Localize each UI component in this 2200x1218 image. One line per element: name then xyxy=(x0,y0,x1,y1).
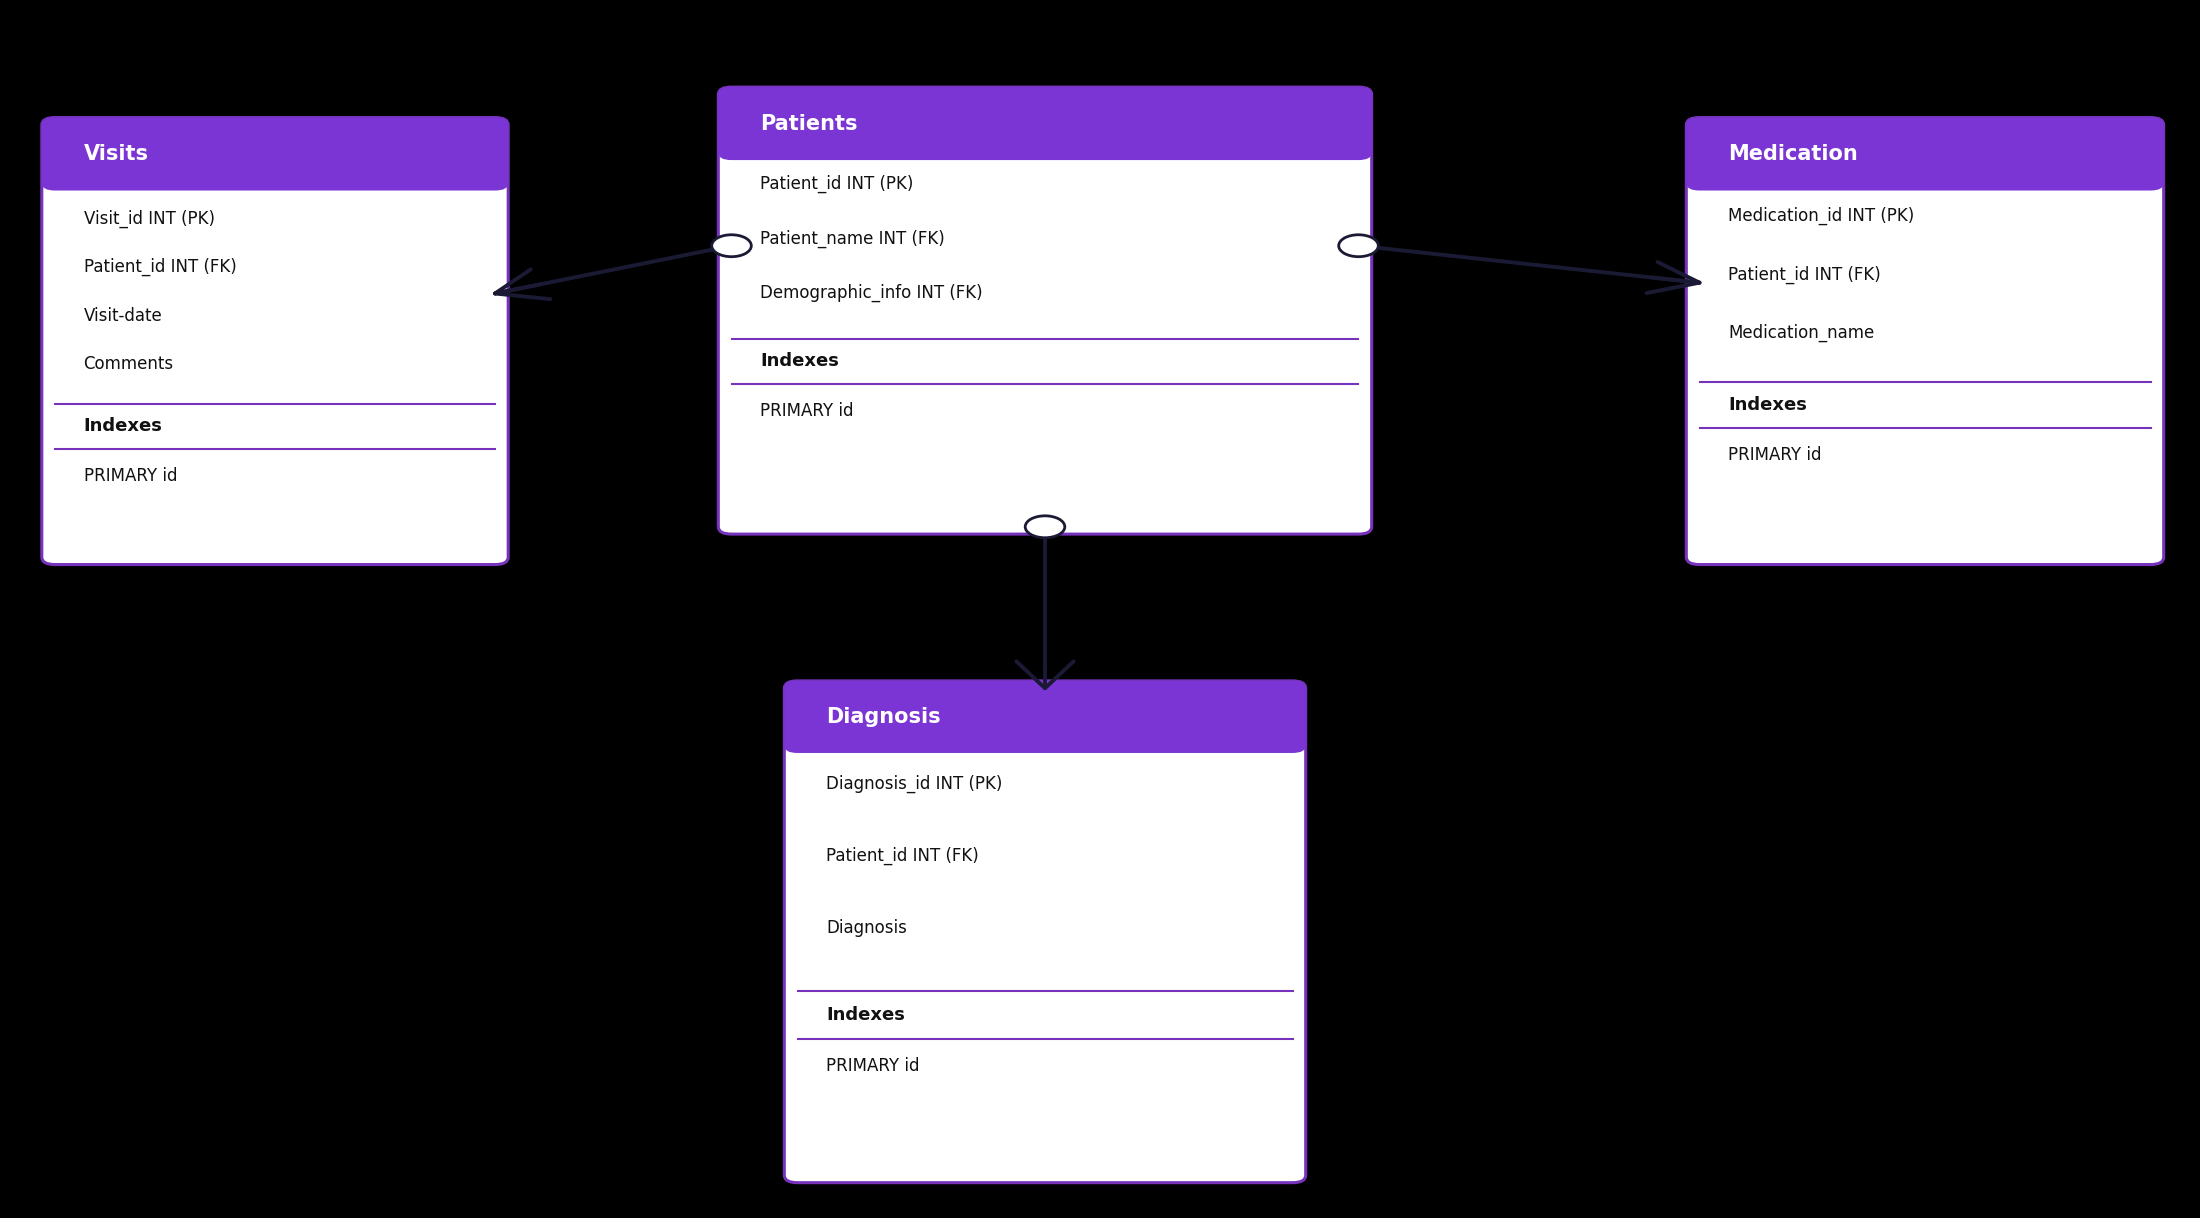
Text: Visits: Visits xyxy=(84,144,150,164)
FancyBboxPatch shape xyxy=(1698,382,2152,428)
FancyBboxPatch shape xyxy=(796,717,1294,745)
Text: Indexes: Indexes xyxy=(84,418,163,436)
Text: Comments: Comments xyxy=(84,356,174,373)
FancyBboxPatch shape xyxy=(42,118,508,565)
Text: Indexes: Indexes xyxy=(1729,396,1806,414)
Text: Patients: Patients xyxy=(761,113,858,134)
Circle shape xyxy=(1338,235,1377,257)
Text: Patient_id INT (FK): Patient_id INT (FK) xyxy=(827,848,979,866)
FancyBboxPatch shape xyxy=(783,681,1307,1183)
Text: Medication_id INT (PK): Medication_id INT (PK) xyxy=(1729,207,1914,225)
Text: Indexes: Indexes xyxy=(761,352,838,370)
Text: Patient_id INT (PK): Patient_id INT (PK) xyxy=(761,175,913,194)
FancyBboxPatch shape xyxy=(730,339,1357,384)
FancyBboxPatch shape xyxy=(55,403,495,449)
Text: Visit_id INT (PK): Visit_id INT (PK) xyxy=(84,209,216,228)
FancyBboxPatch shape xyxy=(783,681,1307,753)
FancyBboxPatch shape xyxy=(796,991,1294,1039)
Text: Medication: Medication xyxy=(1729,144,1857,164)
Text: PRIMARY id: PRIMARY id xyxy=(1729,446,1822,464)
Text: Diagnosis_id INT (PK): Diagnosis_id INT (PK) xyxy=(827,775,1003,793)
Text: Indexes: Indexes xyxy=(827,1006,904,1024)
Text: Demographic_info INT (FK): Demographic_info INT (FK) xyxy=(761,284,983,302)
FancyBboxPatch shape xyxy=(717,88,1373,160)
Text: PRIMARY id: PRIMARY id xyxy=(761,402,854,420)
Text: Medication_name: Medication_name xyxy=(1729,324,1874,342)
Text: Patient_id INT (FK): Patient_id INT (FK) xyxy=(84,258,235,276)
FancyBboxPatch shape xyxy=(717,88,1373,533)
Text: Visit-date: Visit-date xyxy=(84,307,163,325)
Text: Diagnosis: Diagnosis xyxy=(827,706,942,727)
FancyBboxPatch shape xyxy=(42,118,508,190)
FancyBboxPatch shape xyxy=(1685,118,2163,565)
FancyBboxPatch shape xyxy=(55,153,495,183)
FancyBboxPatch shape xyxy=(1698,153,2152,183)
FancyBboxPatch shape xyxy=(1685,118,2163,190)
Text: Patient_name INT (FK): Patient_name INT (FK) xyxy=(761,230,944,248)
Text: PRIMARY id: PRIMARY id xyxy=(84,468,176,486)
FancyBboxPatch shape xyxy=(730,123,1357,152)
Circle shape xyxy=(1025,516,1065,538)
Text: PRIMARY id: PRIMARY id xyxy=(827,1057,920,1075)
Circle shape xyxy=(711,235,750,257)
Text: Diagnosis: Diagnosis xyxy=(827,920,906,937)
Text: Patient_id INT (FK): Patient_id INT (FK) xyxy=(1729,266,1881,284)
